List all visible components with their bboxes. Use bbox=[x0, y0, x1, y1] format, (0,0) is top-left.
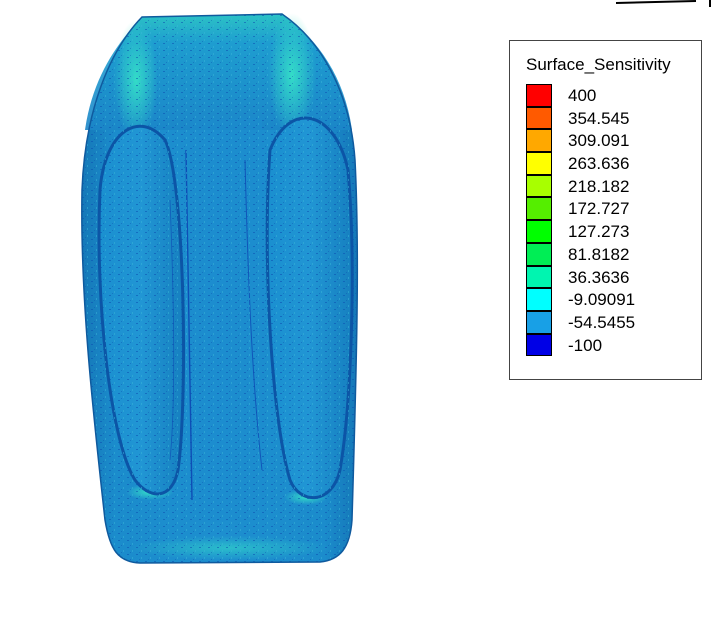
surface-outline bbox=[81, 13, 359, 564]
legend-color-swatch bbox=[526, 333, 552, 357]
legend-color-swatch bbox=[526, 220, 552, 243]
legend-color-swatch bbox=[526, 310, 552, 334]
legend-color-swatch bbox=[526, 84, 552, 107]
legend-label: 36.3636 bbox=[568, 267, 630, 287]
legend-label: -9.09091 bbox=[568, 290, 636, 310]
legend-color-swatch bbox=[526, 174, 552, 198]
legend-label: -54.5455 bbox=[568, 312, 636, 332]
legend-label: 218.182 bbox=[568, 176, 630, 196]
legend-color-swatch bbox=[526, 152, 552, 175]
legend-color-swatch bbox=[526, 288, 552, 311]
legend-label: 263.636 bbox=[568, 154, 630, 174]
legend-label: 81.8182 bbox=[568, 244, 630, 264]
color-legend: Surface_Sensitivity 400 354.545 309.091 263… bbox=[509, 40, 702, 380]
legend-color-swatch bbox=[526, 106, 552, 130]
corner-axis-fragment bbox=[615, 0, 711, 7]
legend-color-swatch bbox=[526, 129, 552, 153]
legend-label: 172.727 bbox=[568, 199, 630, 219]
speckle-overlay bbox=[81, 14, 358, 563]
legend-label: 309.091 bbox=[568, 131, 630, 151]
legend-label: -100 bbox=[568, 335, 603, 355]
legend-label: 354.545 bbox=[568, 108, 630, 128]
legend-label: 127.273 bbox=[568, 222, 630, 242]
legend-color-swatch bbox=[526, 197, 552, 221]
legend-title: Surface_Sensitivity bbox=[526, 55, 671, 74]
legend-color-swatch bbox=[526, 242, 552, 266]
legend-color-swatch bbox=[526, 265, 552, 289]
legend-label: 400 bbox=[568, 86, 597, 105]
